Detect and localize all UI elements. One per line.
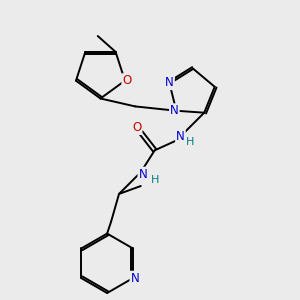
Text: H: H [186,137,194,147]
Text: N: N [130,272,139,285]
Text: O: O [132,121,142,134]
Text: N: N [165,76,174,89]
Text: N: N [170,104,179,117]
Text: N: N [176,130,185,143]
Text: O: O [122,74,132,87]
Text: N: N [138,168,147,181]
Text: H: H [151,175,159,185]
